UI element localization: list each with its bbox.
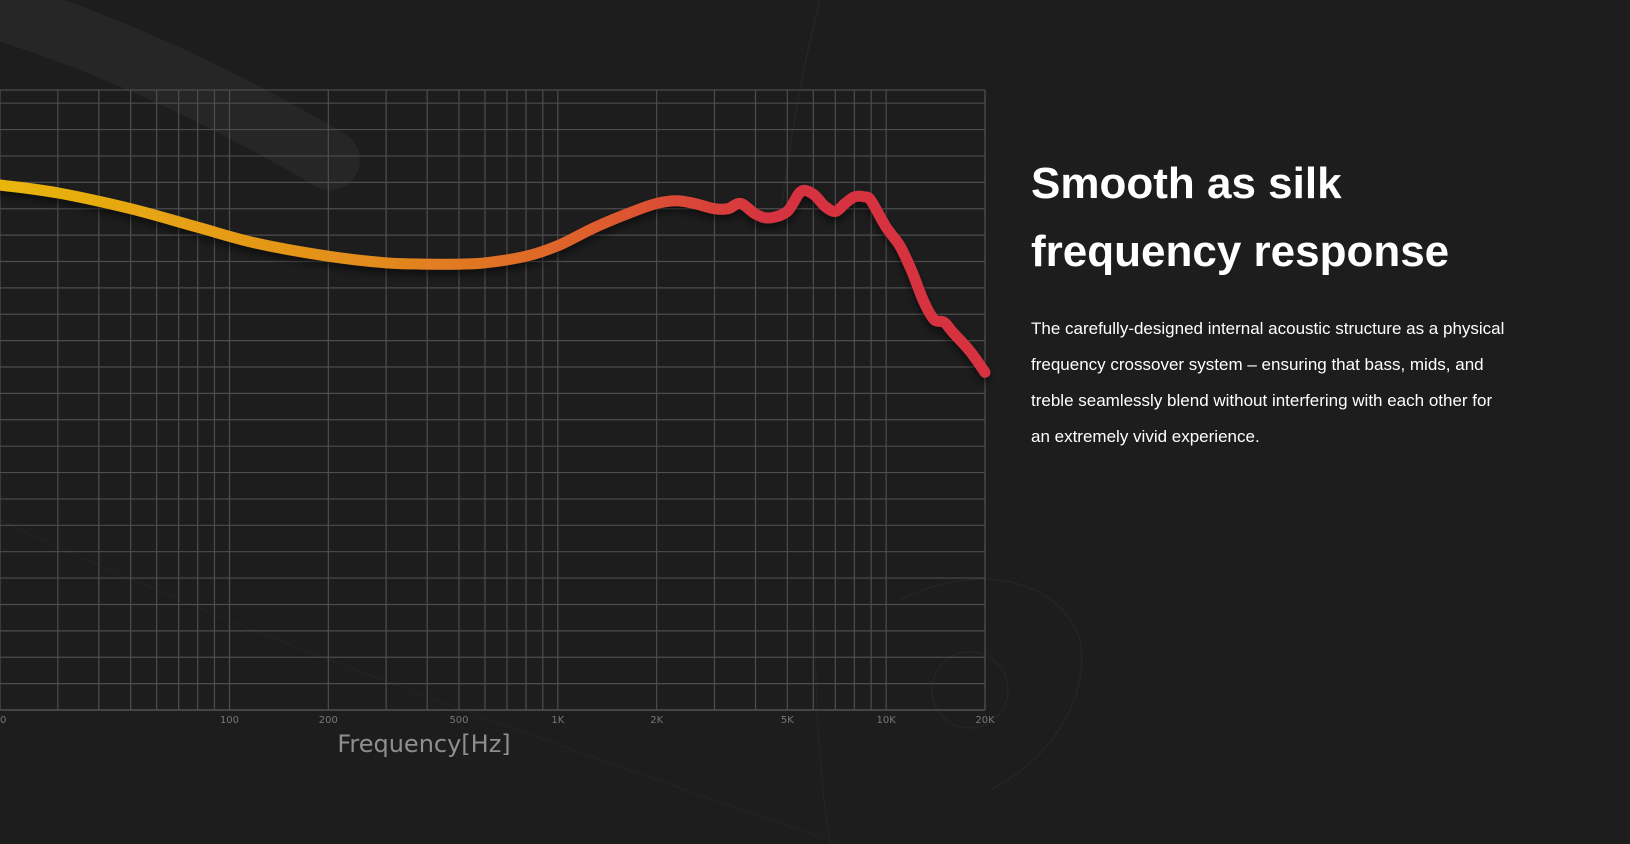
headline-line-1: Smooth as silk xyxy=(1031,159,1342,208)
x-tick-label: 200 xyxy=(319,715,338,726)
x-tick-label: 20K xyxy=(975,715,995,726)
x-tick-label: 20 xyxy=(0,715,6,726)
feature-text-panel: Smooth as silk frequency response The ca… xyxy=(1031,150,1531,455)
frequency-response-chart: 20 100 200 500 1K 2K 5K 10K 20K Frequency[Hz] xyxy=(0,89,995,758)
x-tick-label: 10K xyxy=(877,715,897,726)
headline: Smooth as silk frequency response xyxy=(1031,150,1531,286)
x-axis-label: Frequency[Hz] xyxy=(337,730,510,758)
feature-description: The carefully-designed internal acoustic… xyxy=(1031,319,1505,446)
x-tick-label: 1K xyxy=(551,715,564,726)
frequency-response-line xyxy=(0,179,991,378)
x-tick-label: 5K xyxy=(781,715,794,726)
chart-grid xyxy=(0,89,986,711)
x-tick-label: 100 xyxy=(220,715,239,726)
headline-line-2: frequency response xyxy=(1031,227,1450,276)
x-tick-label: 2K xyxy=(650,715,663,726)
x-tick-label: 500 xyxy=(449,715,468,726)
x-axis-ticks: 20 100 200 500 1K 2K 5K 10K 20K xyxy=(0,715,995,726)
